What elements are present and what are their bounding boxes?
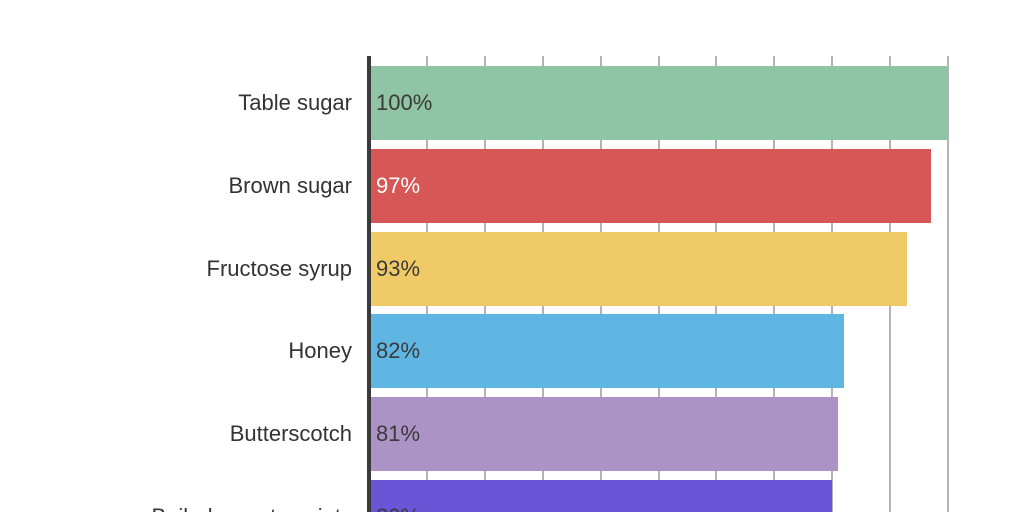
bar: 100% [371,66,948,140]
category-label-column: Table sugar Brown sugar Fructose syrup Hone… [0,56,352,512]
bar: 82% [371,314,844,389]
bar-value-label: 80% [376,504,420,512]
bar: 93% [371,231,908,306]
gridline [947,56,949,512]
bar-value-label: 81% [376,421,421,447]
bar: 97% [371,148,931,223]
plot-area: 100% 97% 93% 82% 81% 80% [367,56,1024,512]
category-label: Honey [288,338,352,364]
bar: 80% [371,480,833,512]
category-label: Brown sugar [228,172,352,198]
y-axis-baseline [367,56,371,512]
category-label: Fructose syrup [206,255,353,281]
bar: 81% [371,397,838,472]
category-label: Table sugar [238,90,352,115]
category-label: Butterscotch [229,421,352,447]
bar-value-label: 93% [376,255,421,281]
category-label: Boiled sweets, mints [0,504,352,512]
bar-value-label: 82% [376,338,421,364]
bar-value-label: 97% [376,172,421,198]
bar-value-label: 100% [376,90,433,115]
